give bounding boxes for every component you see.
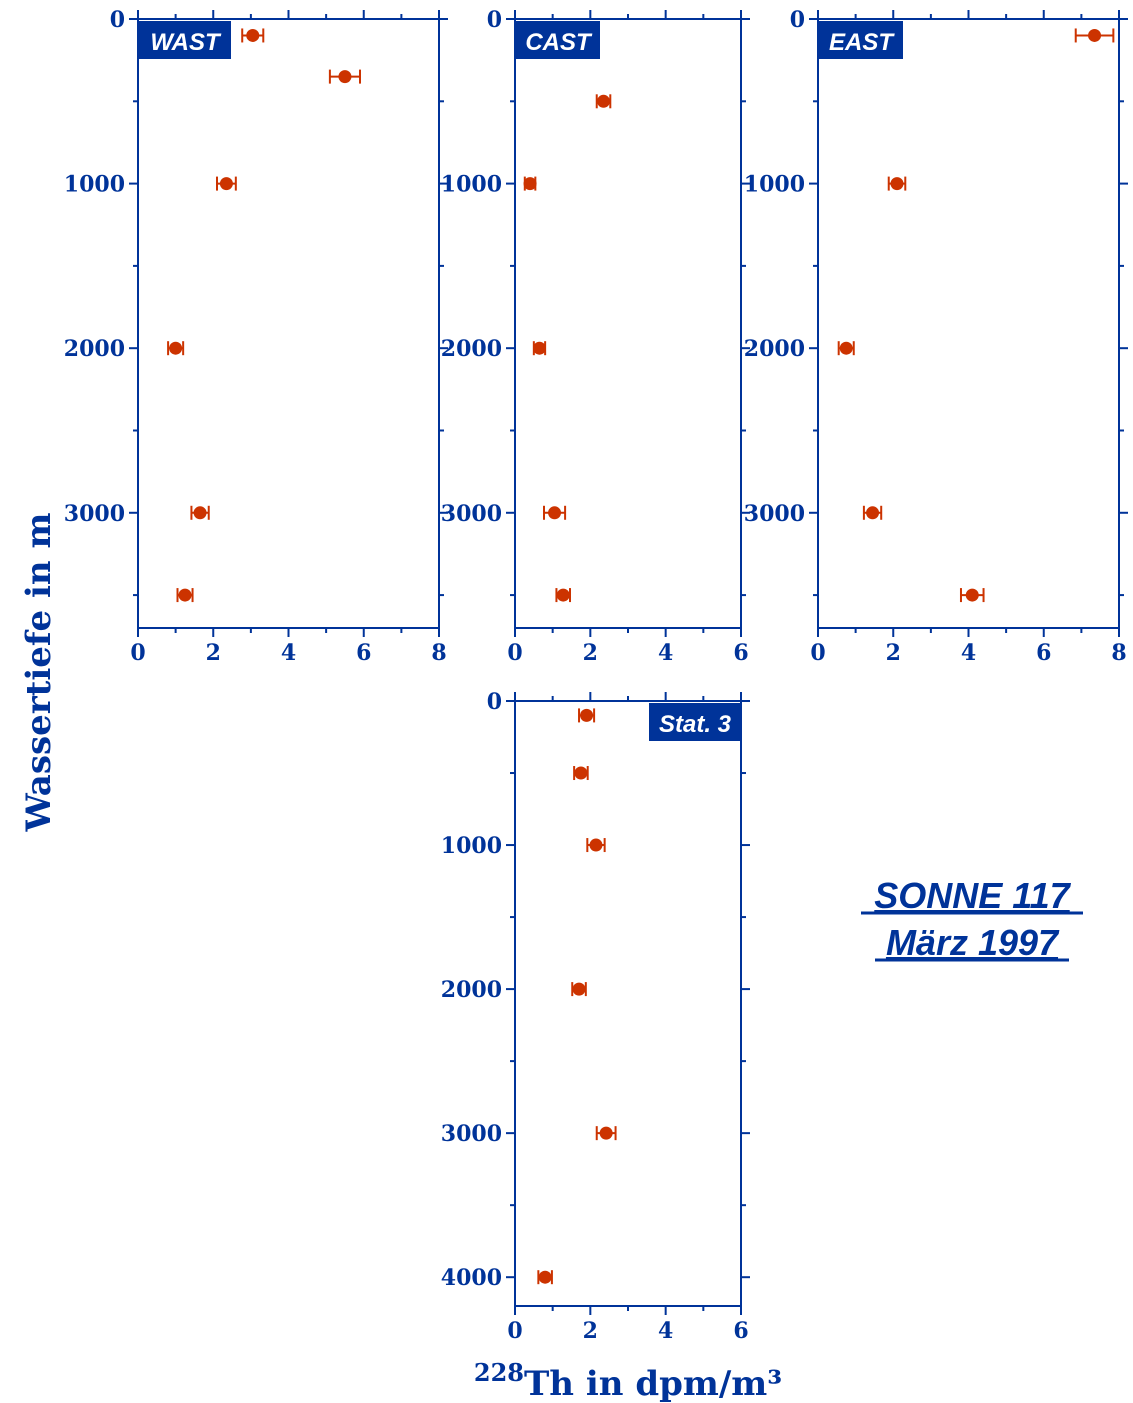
- x-tick-label: 4: [658, 640, 673, 666]
- y-tick-label: 2000: [64, 336, 125, 362]
- data-point: [890, 177, 904, 191]
- y-tick-label: 1000: [441, 172, 502, 198]
- x-tick-label: 2: [583, 640, 598, 666]
- data-point: [193, 506, 207, 520]
- y-tick-label: 0: [110, 7, 125, 33]
- panel-tag-box: [516, 21, 600, 59]
- x-tick-label: 6: [356, 640, 371, 666]
- panel-cast: 0 2 4 6 0 1000 2000 3000 CAST: [441, 7, 750, 666]
- data-point: [572, 982, 586, 996]
- data-point: [338, 70, 352, 84]
- x-tick-label: 6: [733, 640, 748, 666]
- data-point: [219, 177, 233, 191]
- y-tick-label: 1000: [441, 833, 502, 859]
- y-tick-label: 2000: [441, 977, 502, 1003]
- panel-wast: 0 2 4 6 8 0 1000 2000 3000 WAST: [64, 7, 448, 666]
- x-axis-title: 228Th in dpm/m³: [474, 1358, 782, 1403]
- data-point: [839, 341, 853, 355]
- panel-title: EAST: [829, 29, 895, 56]
- x-tick-label: 8: [1111, 640, 1126, 666]
- x-tick-label: 4: [961, 640, 976, 666]
- y-tick-label: 1000: [64, 172, 125, 198]
- panel-east: 0 2 4 6 8 0 1000 2000 3000 EAST: [744, 7, 1128, 666]
- panel-stat-3: 0 2 4 6 0 1000 2000 3000 4000 Stat. 3: [441, 689, 750, 1344]
- y-tick-label: 2000: [441, 336, 502, 362]
- x-tick-label: 6: [733, 1318, 748, 1344]
- panel-tag-box: [819, 21, 903, 59]
- data-point: [580, 708, 594, 722]
- y-tick-label: 0: [487, 7, 502, 33]
- data-point: [178, 588, 192, 602]
- x-tick-label: 6: [1036, 640, 1051, 666]
- y-tick-label: 1000: [744, 172, 805, 198]
- plot-frame: [817, 18, 1120, 629]
- x-tick-label: 0: [130, 640, 145, 666]
- data-point: [965, 588, 979, 602]
- data-point: [589, 838, 603, 852]
- data-point: [556, 588, 570, 602]
- y-tick-label: 3000: [64, 501, 125, 527]
- data-point: [246, 28, 260, 42]
- x-tick-label: 0: [507, 640, 522, 666]
- y-tick-label: 4000: [441, 1265, 502, 1291]
- data-point: [532, 341, 546, 355]
- y-tick-label: 0: [487, 689, 502, 715]
- data-point: [866, 506, 880, 520]
- y-tick-label: 3000: [441, 1121, 502, 1147]
- x-tick-label: 4: [658, 1318, 673, 1344]
- cruise-name: SONNE 117: [874, 875, 1071, 916]
- x-tick-label: 0: [507, 1318, 522, 1344]
- x-axis-title-superscript: 228: [474, 1358, 524, 1387]
- panel-tag-box: [649, 703, 741, 741]
- x-tick-label: 4: [281, 640, 296, 666]
- data-point: [1088, 28, 1102, 42]
- y-tick-label: 3000: [441, 501, 502, 527]
- plot-frame: [514, 18, 742, 629]
- data-point: [574, 766, 588, 780]
- y-tick-label: 3000: [744, 501, 805, 527]
- y-axis-title: Wassertiefe in m: [19, 513, 59, 833]
- data-point: [523, 177, 537, 191]
- x-tick-label: 2: [886, 640, 901, 666]
- y-tick-label: 2000: [744, 336, 805, 362]
- plot-frame: [137, 18, 440, 629]
- x-tick-label: 2: [583, 1318, 598, 1344]
- data-point: [169, 341, 183, 355]
- y-tick-label: 0: [790, 7, 805, 33]
- data-point: [538, 1270, 552, 1284]
- x-tick-label: 2: [206, 640, 221, 666]
- panel-title: Stat. 3: [659, 711, 732, 738]
- data-point: [597, 94, 611, 108]
- x-axis-title-main: Th in dpm/m³: [524, 1364, 782, 1403]
- panel-title: CAST: [525, 29, 593, 56]
- cruise-date: März 1997: [886, 922, 1060, 963]
- plot-frame: [514, 700, 742, 1307]
- panel-title: WAST: [150, 29, 222, 56]
- data-point: [548, 506, 562, 520]
- panel-tag-box: [139, 21, 231, 59]
- data-point: [599, 1126, 613, 1140]
- x-tick-label: 0: [810, 640, 825, 666]
- x-tick-label: 8: [431, 640, 446, 666]
